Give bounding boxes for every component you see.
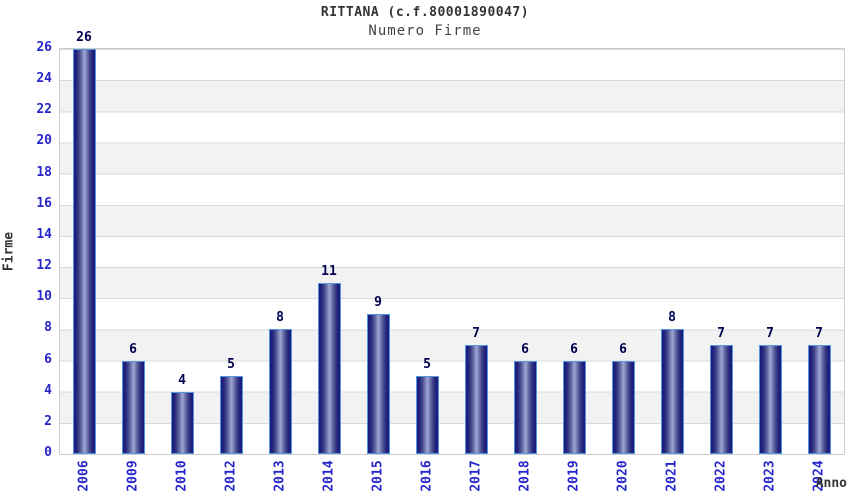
bar bbox=[759, 345, 782, 454]
bar-value-label: 5 bbox=[423, 357, 431, 372]
bar-value-label: 7 bbox=[717, 326, 725, 341]
y-tick-label: 18 bbox=[36, 164, 52, 180]
bar-value-label: 4 bbox=[178, 373, 186, 388]
y-tick-label: 16 bbox=[36, 195, 52, 211]
bar bbox=[269, 329, 292, 454]
x-tick-label: 2015 bbox=[370, 460, 386, 492]
x-tick-label: 2009 bbox=[125, 460, 141, 492]
x-tick-label: 2010 bbox=[174, 460, 190, 492]
y-tick-label: 6 bbox=[44, 351, 52, 367]
x-tick-label: 2021 bbox=[664, 460, 680, 492]
bar-value-label: 9 bbox=[374, 295, 382, 310]
x-tick-label: 2016 bbox=[419, 460, 435, 492]
bar-value-label: 6 bbox=[129, 342, 137, 357]
y-tick-label: 4 bbox=[44, 382, 52, 398]
y-tick-label: 22 bbox=[36, 102, 52, 118]
bar bbox=[563, 361, 586, 454]
bar-value-label: 8 bbox=[276, 310, 284, 325]
x-tick-label: 2012 bbox=[223, 460, 239, 492]
bar bbox=[661, 329, 684, 454]
chart-title: RITTANA (c.f.80001890047) bbox=[320, 5, 530, 20]
y-tick-label: 8 bbox=[44, 320, 52, 336]
bar bbox=[808, 345, 831, 454]
bar bbox=[710, 345, 733, 454]
bar-value-label: 8 bbox=[668, 310, 676, 325]
y-tick-label: 10 bbox=[36, 289, 52, 305]
bar-value-label: 7 bbox=[766, 326, 774, 341]
bar bbox=[318, 283, 341, 454]
y-tick-label: 26 bbox=[36, 40, 52, 55]
bar bbox=[73, 49, 96, 454]
bar bbox=[514, 361, 537, 454]
x-tick-label: 2013 bbox=[272, 460, 288, 492]
y-axis-label: Firme bbox=[1, 231, 17, 272]
x-tick-label: 2023 bbox=[762, 460, 778, 492]
bar bbox=[220, 376, 243, 454]
x-tick-label: 2018 bbox=[517, 460, 533, 492]
plot-area bbox=[59, 48, 845, 455]
y-tick-label: 20 bbox=[36, 133, 52, 149]
bar bbox=[171, 392, 194, 454]
x-tick-label: 2022 bbox=[713, 460, 729, 492]
bar bbox=[367, 314, 390, 454]
bar-value-label: 26 bbox=[76, 30, 92, 45]
y-tick-label: 12 bbox=[36, 258, 52, 274]
x-tick-label: 2006 bbox=[76, 460, 92, 492]
bar-value-label: 7 bbox=[815, 326, 823, 341]
y-tick-label: 0 bbox=[44, 445, 52, 460]
bar-value-label: 6 bbox=[619, 342, 627, 357]
bar bbox=[612, 361, 635, 454]
bar-value-label: 11 bbox=[321, 264, 337, 279]
y-tick-label: 24 bbox=[36, 71, 52, 87]
x-tick-label: 2014 bbox=[321, 460, 337, 492]
bar bbox=[465, 345, 488, 454]
bar-value-label: 6 bbox=[570, 342, 578, 357]
bar-value-label: 7 bbox=[472, 326, 480, 341]
x-tick-label: 2020 bbox=[615, 460, 631, 492]
bar-value-label: 6 bbox=[521, 342, 529, 357]
y-tick-label: 14 bbox=[36, 226, 52, 242]
y-tick-label: 2 bbox=[44, 413, 52, 429]
bar bbox=[416, 376, 439, 454]
x-tick-label: 2017 bbox=[468, 460, 484, 492]
chart-subtitle: Numero Firme bbox=[368, 23, 482, 39]
x-axis-label: Anno bbox=[815, 476, 847, 491]
bar bbox=[122, 361, 145, 454]
bar-value-label: 5 bbox=[227, 357, 235, 372]
x-tick-label: 2019 bbox=[566, 460, 582, 492]
